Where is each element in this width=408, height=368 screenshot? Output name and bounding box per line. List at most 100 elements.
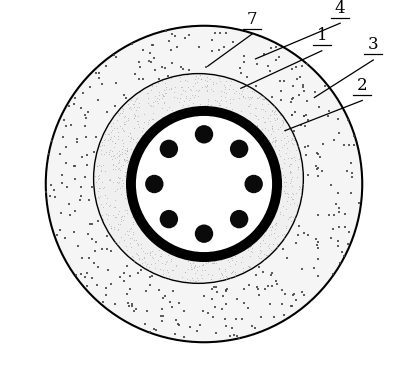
Point: [273, 220, 279, 226]
Point: [246, 103, 253, 109]
Point: [157, 266, 163, 272]
Point: [150, 42, 156, 48]
Point: [201, 77, 208, 82]
Point: [255, 292, 262, 298]
Point: [123, 151, 129, 157]
Point: [127, 106, 134, 112]
Point: [184, 78, 190, 84]
Point: [286, 163, 293, 169]
Point: [71, 163, 78, 169]
Point: [201, 258, 208, 264]
Point: [226, 275, 233, 280]
Point: [97, 185, 104, 191]
Point: [223, 273, 229, 279]
Point: [150, 116, 157, 122]
Point: [110, 153, 116, 159]
Point: [171, 251, 177, 257]
Point: [205, 98, 212, 104]
Point: [98, 151, 104, 157]
Point: [238, 115, 244, 121]
Point: [172, 331, 178, 337]
Point: [89, 221, 95, 227]
Point: [285, 138, 291, 144]
Point: [299, 84, 306, 90]
Point: [282, 184, 288, 190]
Circle shape: [195, 125, 213, 144]
Point: [129, 158, 135, 164]
Point: [253, 238, 259, 244]
Point: [246, 282, 252, 288]
Point: [278, 144, 285, 150]
Point: [232, 253, 239, 259]
Point: [217, 256, 223, 262]
Point: [189, 266, 195, 272]
Point: [99, 142, 106, 148]
Point: [313, 236, 319, 241]
Point: [129, 214, 135, 220]
Point: [279, 130, 285, 135]
Point: [130, 221, 136, 227]
Point: [100, 162, 106, 168]
Point: [116, 274, 123, 280]
Point: [262, 228, 269, 234]
Point: [290, 84, 297, 89]
Point: [108, 134, 115, 140]
Point: [102, 149, 109, 155]
Point: [115, 165, 122, 171]
Point: [345, 241, 351, 247]
Point: [108, 281, 115, 287]
Point: [110, 161, 116, 167]
Point: [271, 103, 277, 109]
Point: [96, 75, 103, 81]
Point: [180, 98, 187, 104]
Point: [124, 154, 131, 160]
Point: [83, 134, 89, 140]
Point: [213, 80, 219, 86]
Point: [192, 81, 198, 86]
Point: [141, 250, 148, 256]
Point: [104, 137, 111, 143]
Point: [119, 151, 125, 157]
Point: [167, 112, 174, 117]
Point: [269, 138, 276, 144]
Point: [288, 303, 295, 309]
Point: [171, 84, 178, 90]
Point: [154, 95, 160, 101]
Point: [283, 206, 289, 212]
Point: [229, 325, 235, 331]
Point: [112, 103, 119, 109]
Point: [151, 56, 157, 61]
Point: [262, 252, 269, 258]
Point: [283, 141, 290, 146]
Point: [288, 213, 295, 219]
Point: [268, 45, 275, 51]
Point: [287, 215, 294, 220]
Point: [186, 67, 192, 73]
Point: [149, 83, 155, 89]
Point: [131, 151, 138, 156]
Point: [152, 265, 159, 271]
Point: [92, 179, 99, 185]
Point: [158, 95, 165, 101]
Point: [296, 92, 302, 98]
Point: [218, 88, 224, 94]
Point: [253, 123, 260, 129]
Point: [281, 235, 288, 241]
Point: [171, 33, 178, 39]
Point: [273, 278, 279, 284]
Point: [124, 157, 130, 163]
Point: [129, 303, 135, 309]
Point: [341, 211, 348, 217]
Point: [214, 104, 221, 110]
Point: [292, 157, 299, 163]
Point: [71, 163, 77, 169]
Point: [111, 133, 118, 139]
Point: [173, 317, 179, 323]
Point: [233, 258, 239, 264]
Point: [113, 54, 119, 60]
Point: [282, 179, 289, 185]
Point: [304, 232, 311, 238]
Point: [294, 202, 300, 208]
Point: [142, 259, 148, 265]
Point: [276, 211, 283, 217]
